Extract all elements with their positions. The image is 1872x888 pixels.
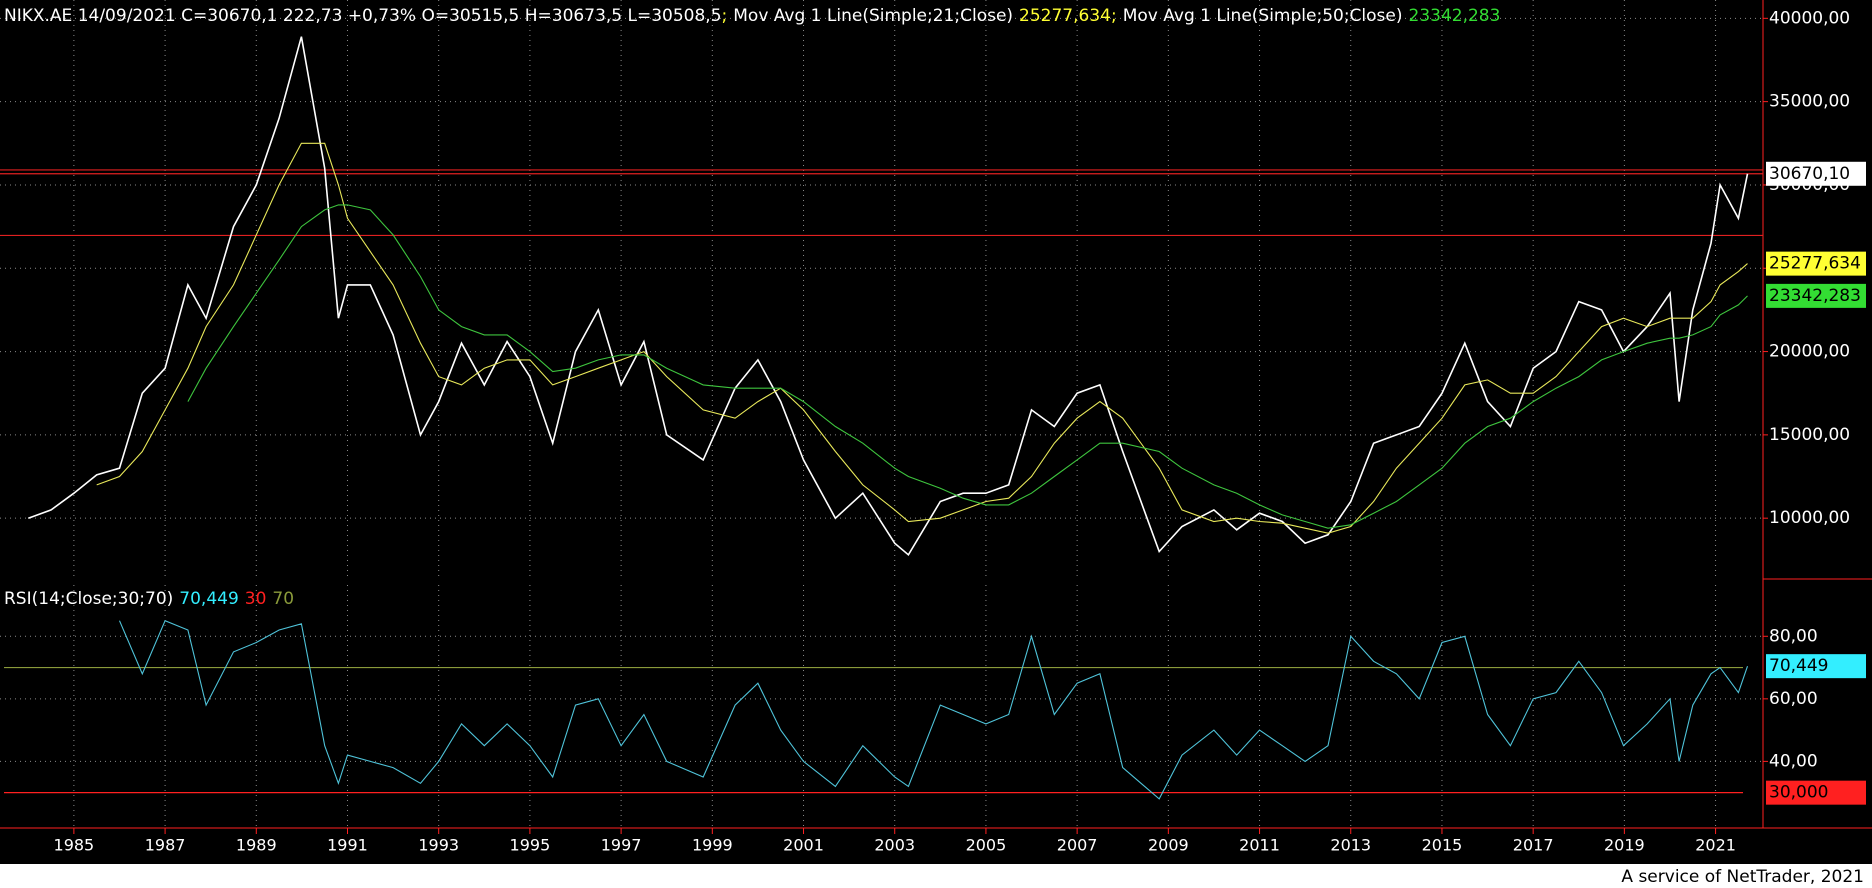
x-tick-label: 2015 [1422,836,1463,855]
x-tick-label: 2017 [1513,836,1554,855]
value-label-box [1766,161,1866,186]
x-tick-label: 1987 [145,836,186,855]
value-label: 25277,634 [1769,254,1861,274]
legend-entry: 70 [272,589,294,609]
x-tick-label: 1997 [601,836,642,855]
y-tick-label: 80,00 [1769,626,1818,646]
x-tick-label: 2013 [1330,836,1371,855]
x-tick-label: 2005 [966,836,1007,855]
level-label-box [1766,780,1866,805]
value-label: 30670,10 [1769,164,1850,184]
y-tick-label: 20000,00 [1769,342,1850,362]
series-line [187,204,1748,529]
y-tick-label: 10000,00 [1769,508,1850,528]
x-tick-label: 1991 [327,836,368,855]
x-tick-label: 2009 [1148,836,1189,855]
header-legend: NIKX.AE 14/09/2021 C=30670,1 222,73 +0,7… [4,6,1500,26]
x-tick-label: 1993 [418,836,459,855]
value-label: 23342,283 [1769,286,1861,306]
legend-entry: Mov Avg 1 Line(Simple;50;Close) [1123,6,1403,26]
rsi-legend: RSI(14;Close;30;70) 70,449 30 70 [4,589,294,609]
y-tick-label: 40000,00 [1769,8,1850,28]
footer-strip [0,864,1872,888]
x-tick-label: 2007 [1057,836,1098,855]
footer: A service of NetTrader, 2021 [1621,867,1864,887]
background [0,0,1872,864]
x-tick-label: 1999 [692,836,733,855]
x-tick-label: 1989 [236,836,277,855]
series-line [28,36,1749,557]
legend-entry: RSI(14;Close;30;70) [4,589,173,609]
x-tick-label: 2001 [783,836,824,855]
value-label-box [1766,283,1866,308]
value-label-box [1766,251,1866,276]
x-tick-label: 2011 [1239,836,1280,855]
y-tick-label: 60,00 [1769,689,1818,709]
value-label-box [1766,654,1866,679]
legend-entry: 23342,283 [1409,6,1501,26]
legend-entry: ; [1111,6,1117,26]
y-tick-label: 35000,00 [1769,92,1850,112]
y-tick-label: 15000,00 [1769,425,1850,445]
legend-entry: 70,449 [179,589,238,609]
legend-entry: Mov Avg 1 Line(Simple;21;Close) [733,6,1013,26]
y-tick-label: 40,00 [1769,751,1818,771]
series-line [118,619,1749,800]
x-tick-label: 1985 [54,836,95,855]
x-tick-label: 2003 [874,836,915,855]
legend-entry: NIKX.AE 14/09/2021 C=30670,1 222,73 +0,7… [4,6,722,26]
x-tick-label: 2021 [1695,836,1736,855]
x-tick-label: 2019 [1604,836,1645,855]
legend-entry: 25277,634 [1019,6,1111,26]
value-label: 70,449 [1769,656,1828,676]
x-tick-label: 1995 [510,836,551,855]
level-label: 30,000 [1769,783,1828,803]
legend-entry: ; [722,6,728,26]
series-line [96,142,1748,534]
legend-entry: 30 [245,589,267,609]
